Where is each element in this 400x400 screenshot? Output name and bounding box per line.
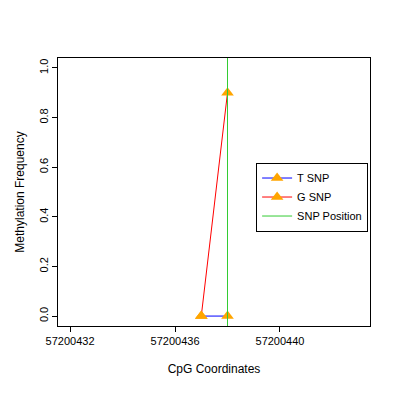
svg-text:G SNP: G SNP <box>297 191 331 203</box>
svg-text:Methylation Frequency: Methylation Frequency <box>13 131 27 252</box>
svg-text:57200440: 57200440 <box>256 335 305 347</box>
svg-text:0.6: 0.6 <box>38 158 50 173</box>
svg-text:1.0: 1.0 <box>38 59 50 74</box>
svg-text:SNP Position: SNP Position <box>297 210 362 222</box>
svg-text:0.2: 0.2 <box>38 257 50 272</box>
svg-text:CpG Coordinates: CpG Coordinates <box>168 362 261 376</box>
svg-text:T SNP: T SNP <box>297 172 329 184</box>
svg-text:57200436: 57200436 <box>151 335 200 347</box>
svg-text:0.8: 0.8 <box>38 108 50 123</box>
svg-text:0.4: 0.4 <box>38 208 50 223</box>
svg-text:0.0: 0.0 <box>38 307 50 322</box>
svg-text:57200432: 57200432 <box>46 335 95 347</box>
